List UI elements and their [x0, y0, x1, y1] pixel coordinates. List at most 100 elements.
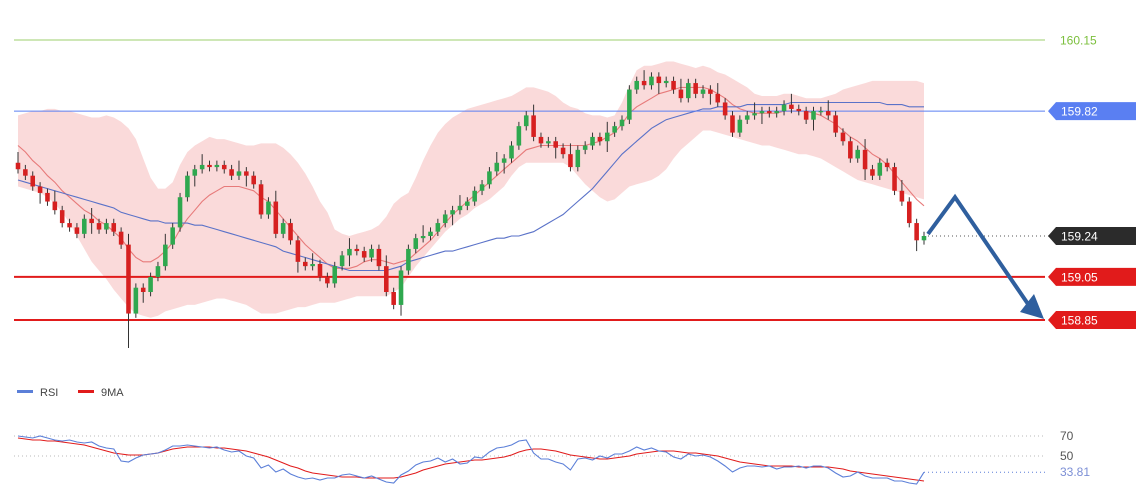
- candle-body: [428, 231, 433, 236]
- candle-body: [487, 171, 492, 185]
- candle-body: [546, 141, 551, 144]
- candle-body: [111, 223, 117, 232]
- moving-average-slow: [17, 101, 924, 272]
- rsi-level-label-50: 50: [1060, 449, 1074, 463]
- candle-body: [339, 255, 345, 267]
- candle-body: [413, 238, 419, 249]
- candle-body: [774, 111, 779, 114]
- candle-body: [752, 113, 757, 116]
- candle-body: [280, 223, 286, 234]
- candle-body: [442, 214, 448, 224]
- candle-body: [59, 210, 65, 224]
- candle-body: [479, 184, 485, 191]
- bollinger-band-layer: [18, 61, 924, 318]
- candle-body: [310, 264, 315, 267]
- candle-body: [236, 171, 242, 176]
- candle-body: [892, 167, 897, 191]
- candle-body: [575, 149, 581, 168]
- candle-body: [656, 76, 662, 84]
- bollinger-band: [18, 61, 924, 318]
- moving-average-fast: [17, 86, 925, 269]
- candle-body: [406, 248, 411, 271]
- candle-body: [177, 197, 183, 228]
- candle-body: [899, 190, 905, 202]
- candle-body: [207, 164, 212, 168]
- candle-body: [229, 169, 234, 176]
- candle-body: [214, 164, 220, 168]
- candle-body: [781, 104, 787, 112]
- candle-body: [376, 248, 382, 267]
- candle-body: [148, 276, 153, 292]
- candle-body: [686, 83, 691, 99]
- candle-body: [509, 145, 514, 159]
- candle-body: [604, 132, 610, 142]
- candle-body: [398, 270, 404, 305]
- candle-body: [52, 201, 58, 211]
- moving-average-layer: [17, 86, 925, 272]
- candle-body: [317, 264, 323, 277]
- candle-body: [30, 175, 36, 187]
- candle-body: [708, 89, 713, 94]
- candle-body: [619, 119, 625, 127]
- candle-body: [862, 149, 868, 170]
- candle-body: [96, 223, 102, 230]
- candle-body: [825, 111, 831, 116]
- candle-body: [582, 145, 588, 150]
- candle-body: [325, 276, 330, 284]
- candle-body: [251, 175, 256, 185]
- candle-body: [663, 80, 669, 84]
- candle-body: [833, 115, 838, 133]
- candle-body: [199, 164, 205, 170]
- forecast-arrow-head: [1020, 294, 1044, 319]
- candle-body: [332, 266, 338, 284]
- price-tag-label-159-05: 159.05: [1061, 270, 1098, 284]
- price-label-160-15: 160.15: [1060, 34, 1097, 48]
- candle-body: [641, 80, 647, 86]
- candle-body: [759, 111, 765, 114]
- candle-body: [597, 136, 603, 142]
- candle-body: [921, 236, 927, 241]
- price-tag-158-85: [1048, 311, 1136, 329]
- candle-body: [678, 89, 684, 99]
- candle-body: [553, 141, 558, 148]
- candle-body: [767, 111, 772, 114]
- rsi-panel: 70 50 33.81: [14, 429, 1090, 485]
- candle-body: [523, 115, 529, 127]
- candle-body: [354, 248, 360, 252]
- rsi-current-label: 33.81: [1060, 465, 1090, 479]
- candle-body: [906, 201, 912, 224]
- candle-body: [472, 190, 477, 202]
- candle-body: [649, 76, 654, 86]
- candle-body: [266, 201, 271, 215]
- price-tag-159-82: [1048, 102, 1136, 121]
- candle-body: [627, 89, 632, 120]
- candle-body: [221, 164, 227, 170]
- candle-body: [693, 83, 698, 94]
- candle-body: [89, 218, 94, 224]
- candle-body: [457, 205, 463, 211]
- candle-body: [288, 223, 293, 241]
- candle-body: [590, 136, 595, 146]
- candle-body: [715, 93, 721, 103]
- candle-body: [840, 132, 846, 142]
- candle-body: [258, 184, 264, 215]
- candle-body: [192, 169, 198, 176]
- candle-body: [126, 244, 131, 314]
- candle-body: [273, 201, 279, 234]
- forecast-arrow-path: [926, 193, 1030, 306]
- candle-body: [15, 162, 21, 170]
- candle-body: [420, 236, 426, 239]
- candle-body: [104, 223, 109, 230]
- candle-body: [347, 248, 352, 256]
- candle-body: [914, 223, 919, 241]
- candle-body: [391, 292, 396, 305]
- candle-body: [538, 136, 544, 144]
- price-tag-label-158-85: 158.85: [1061, 314, 1098, 328]
- rsi-legend: RSI 9MA: [17, 387, 124, 399]
- candle-body: [501, 158, 507, 163]
- candle-body: [612, 126, 617, 133]
- candle-body: [23, 169, 28, 176]
- candle-body: [811, 111, 816, 120]
- candle-body: [568, 154, 573, 168]
